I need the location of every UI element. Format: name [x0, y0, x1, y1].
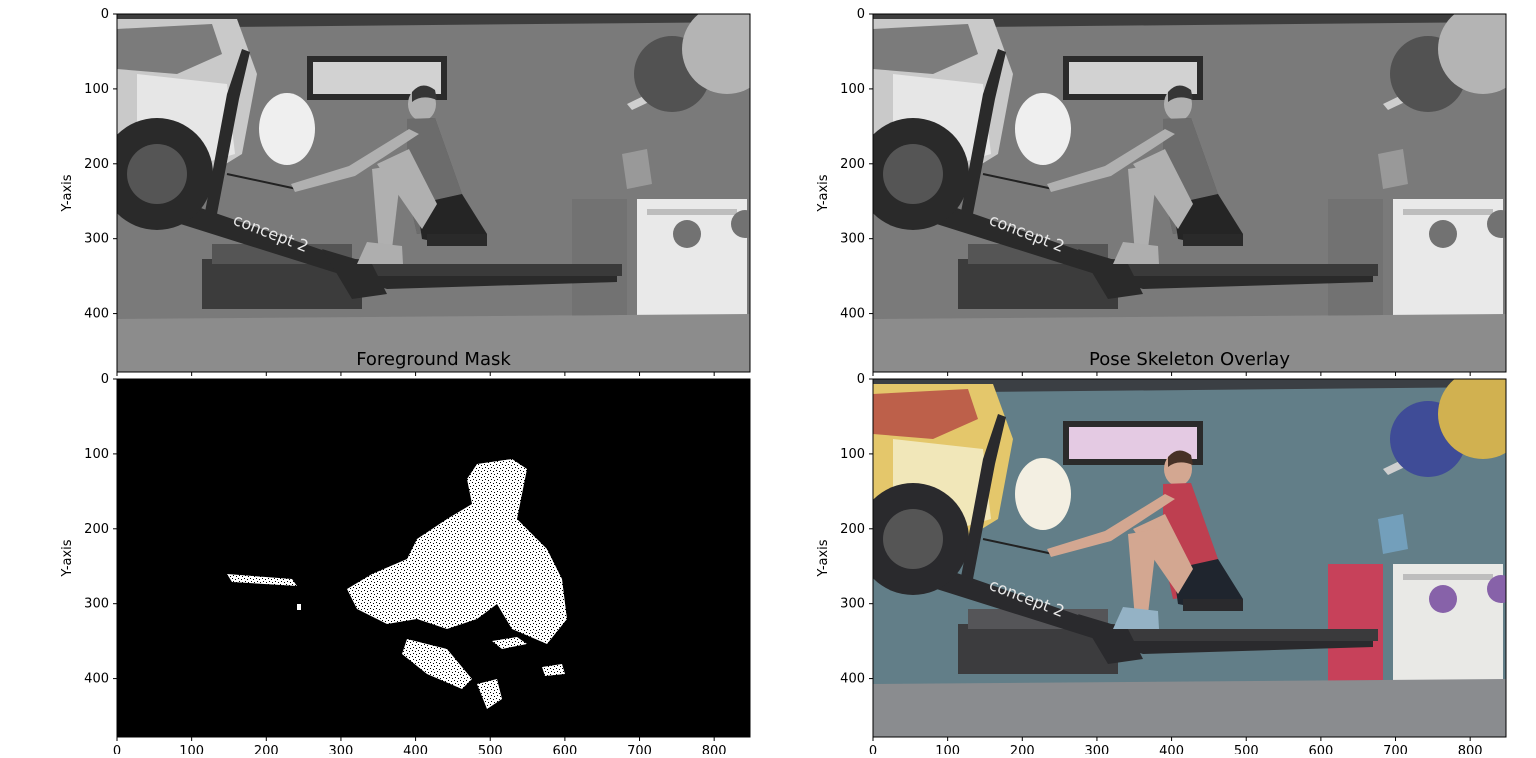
- x-tick-label: 500: [1234, 744, 1259, 754]
- y-tick-label: 200: [84, 522, 109, 537]
- y-tick-label: 100: [84, 447, 109, 462]
- panel-title: Foreground Mask: [356, 349, 511, 370]
- x-tick-label: 100: [935, 744, 960, 754]
- x-tick-label: 600: [1308, 744, 1333, 754]
- y-tick-label: 400: [840, 672, 865, 687]
- y-tick-label: 300: [84, 597, 109, 612]
- y-tick-label: 400: [84, 672, 109, 687]
- panel-2: 0 100 200 300 400 Y-axis: [816, 7, 1507, 376]
- panel-4-image: [873, 379, 1506, 737]
- y-tick-label: 0: [101, 7, 109, 22]
- panel-3-image: [117, 379, 750, 737]
- x-tick-label: 200: [254, 744, 279, 754]
- x-tick-label: 0: [869, 744, 877, 754]
- panel-1-image: [117, 14, 750, 372]
- y-tick-label: 0: [101, 372, 109, 387]
- x-tick-label: 400: [1159, 744, 1184, 754]
- panel-3-frame: [116, 378, 751, 738]
- panel-3: 0 100 200 300 400 0 100 200 300 400 500 600 700 800 Y-…: [60, 372, 751, 758]
- panel-2-frame: [872, 13, 1507, 373]
- x-tick-label: 300: [329, 744, 354, 754]
- panel-4-frame: [872, 378, 1507, 738]
- panel-2-image: [873, 14, 1506, 372]
- x-tick-label: 700: [627, 744, 652, 754]
- y-axis-label: Y-axis: [816, 539, 831, 577]
- y-tick-label: 0: [857, 372, 865, 387]
- panel-title: Pose Skeleton Overlay: [1089, 349, 1290, 370]
- x-tick-label: 500: [478, 744, 503, 754]
- x-tick-label: 700: [1383, 744, 1408, 754]
- y-tick-label: 300: [84, 232, 109, 247]
- y-tick-label: 200: [84, 157, 109, 172]
- y-tick-label: 300: [840, 232, 865, 247]
- x-tick-label: 800: [702, 744, 727, 754]
- y-tick-label: 400: [840, 307, 865, 322]
- y-tick-label: 200: [840, 522, 865, 537]
- x-tick-label: 300: [1085, 744, 1110, 754]
- x-tick-label: 800: [1458, 744, 1483, 754]
- y-tick-label: 0: [857, 7, 865, 22]
- y-tick-label: 100: [840, 82, 865, 97]
- x-tick-label: 600: [552, 744, 577, 754]
- panel-1-frame: [116, 13, 751, 373]
- y-axis-label: Y-axis: [60, 539, 75, 577]
- x-tick-label: 200: [1010, 744, 1035, 754]
- y-tick-label: 300: [840, 597, 865, 612]
- y-tick-label: 200: [840, 157, 865, 172]
- panel-4: 0 100 200 300 400 0 100 200 300 400 500 600 700 800 Y-…: [816, 372, 1507, 758]
- y-tick-label: 100: [84, 82, 109, 97]
- x-tick-label: 0: [113, 744, 121, 754]
- y-axis-label: Y-axis: [60, 174, 75, 212]
- y-tick-label: 100: [840, 447, 865, 462]
- y-axis-label: Y-axis: [816, 174, 831, 212]
- x-tick-label: 100: [179, 744, 204, 754]
- panel-1: 0 100 200 300 400 Y-axis: [60, 7, 751, 376]
- x-tick-label: 400: [403, 744, 428, 754]
- y-tick-label: 400: [84, 307, 109, 322]
